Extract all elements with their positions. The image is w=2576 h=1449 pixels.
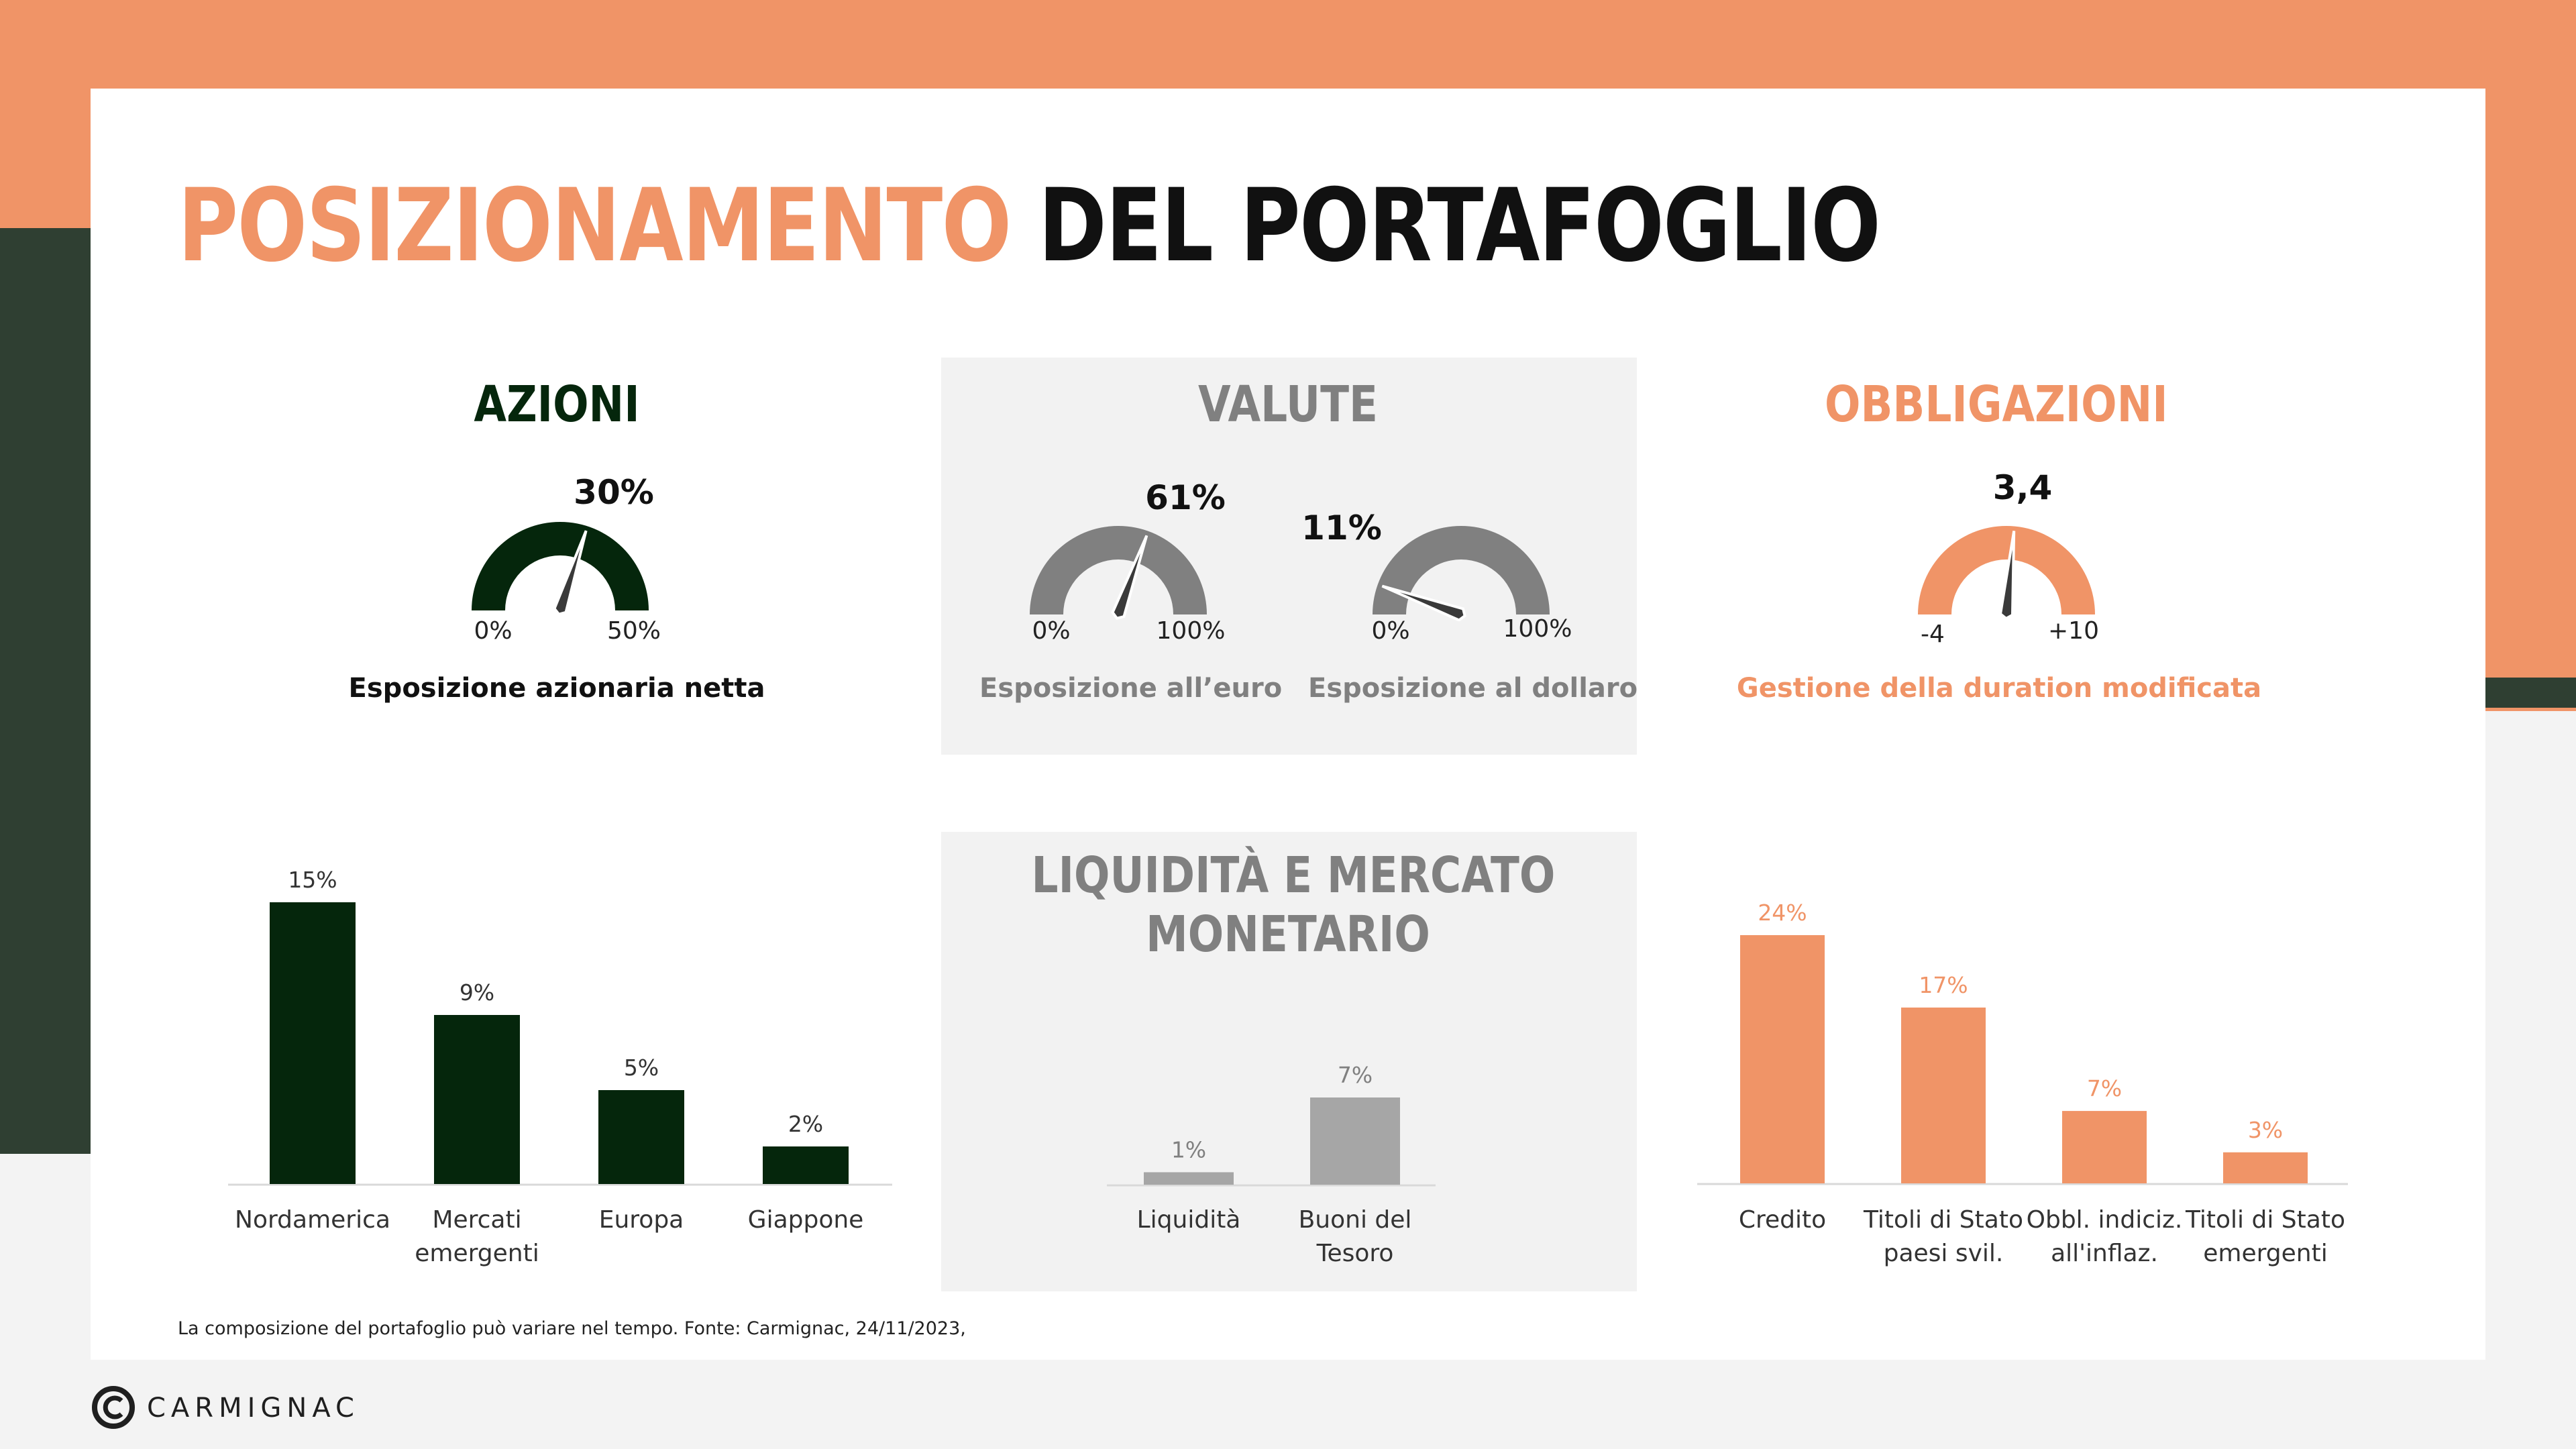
carmignac-logo: CARMIGNAC [91, 1382, 399, 1436]
bar [2062, 1111, 2147, 1183]
category-label: emergenti [2203, 1240, 2327, 1267]
gauge-duration [1918, 526, 2095, 621]
gauge-arc [1918, 526, 2095, 614]
bar [1740, 935, 1825, 1183]
valute-title: VALUTE [1198, 376, 1378, 433]
bar [270, 902, 356, 1184]
data-label: 2% [788, 1111, 823, 1137]
category-label: Buoni del [1299, 1206, 1412, 1234]
gauge-dollaro-value: 11% [1301, 508, 1382, 547]
gauge-euro-min: 0% [1032, 617, 1071, 645]
gauge-arc [472, 522, 649, 610]
gauge-dollaro-min: 0% [1371, 617, 1410, 645]
data-label: 15% [288, 867, 337, 893]
category-label: Titoli di Stato [2185, 1206, 2345, 1234]
gauge-duration-value: 3,4 [1992, 468, 2053, 507]
category-label: all'inflaz. [2051, 1240, 2158, 1267]
obbligazioni-title: OBBLIGAZIONI [1825, 376, 2168, 433]
gauge-azioni-value: 30% [574, 473, 654, 512]
category-label: Giappone [748, 1206, 864, 1234]
azioni-title: AZIONI [474, 376, 640, 433]
liquidita-bar-chart: 1% Liquidità 7% Buoni del Tesoro [1107, 1062, 1436, 1267]
gauge-azioni-max: 50% [606, 617, 661, 645]
category-label: paesi svil. [1884, 1240, 2004, 1267]
logo-text: CARMIGNAC [147, 1393, 360, 1424]
gauge-needle [1998, 531, 2016, 621]
gauge-arc [1373, 526, 1550, 614]
background-green-shape-right [2482, 678, 2576, 708]
gauge-euro-max: 100% [1156, 617, 1226, 645]
category-label: Europa [599, 1206, 684, 1234]
category-label: Obbl. indiciz. [2027, 1206, 2183, 1234]
gauge-needle [1381, 584, 1466, 621]
liquidita-title-line1: LIQUIDITÀ E MERCATO [1031, 847, 1556, 904]
category-label: Titoli di Stato [1863, 1206, 2023, 1234]
data-label: 17% [1919, 972, 1968, 998]
data-label: 1% [1171, 1136, 1206, 1163]
page-title: POSIZIONAMENTO DEL PORTAFOGLIO [178, 168, 1881, 284]
category-label: Credito [1739, 1206, 1826, 1234]
bar [434, 1015, 520, 1184]
footnote: La composizione del portafoglio può vari… [178, 1318, 966, 1339]
bar [598, 1090, 684, 1184]
bar [763, 1146, 849, 1184]
bar [1144, 1172, 1234, 1185]
obbligazioni-bar-chart: 24% Credito 17% Titoli di Stato paesi svil. 7… [1697, 900, 2348, 1267]
data-label: 7% [1338, 1062, 1373, 1088]
gauge-dollaro-caption: Esposizione al dollaro [1308, 673, 1638, 704]
gauge-azioni-caption: Esposizione azionaria netta [348, 673, 765, 704]
background-green-shape [0, 228, 94, 1154]
title-highlight: POSIZIONAMENTO [178, 168, 1012, 284]
gauge-duration-min: -4 [1921, 621, 1945, 648]
gauge-dollaro-max: 100% [1503, 615, 1572, 643]
category-label: Mercati [432, 1206, 521, 1234]
azioni-bar-chart: 15% Nordamerica 9% Mercati emergenti 5% Europa… [228, 867, 892, 1267]
gauge-euro [1030, 526, 1207, 620]
gauge-needle [553, 530, 588, 616]
bar [1901, 1007, 1986, 1183]
gauge-euro-caption: Esposizione all’euro [979, 673, 1283, 704]
title-rest: DEL PORTAFOGLIO [1038, 168, 1881, 284]
bar [1310, 1097, 1400, 1185]
data-label: 5% [624, 1055, 659, 1081]
bar [2223, 1152, 2308, 1183]
category-label: Nordamerica [235, 1206, 390, 1234]
data-label: 3% [2248, 1117, 2283, 1143]
data-label: 7% [2087, 1075, 2122, 1102]
carmignac-logo-mark [92, 1386, 135, 1429]
gauge-dollaro [1373, 526, 1550, 621]
category-label: Liquidità [1137, 1206, 1241, 1234]
data-label: 9% [460, 979, 494, 1006]
gauge-duration-caption: Gestione della duration modificata [1736, 673, 2262, 704]
gauge-azioni [472, 522, 649, 616]
data-label: 24% [1758, 900, 1807, 926]
gauge-arc [1030, 526, 1207, 614]
gauge-euro-value: 61% [1145, 478, 1226, 517]
category-label: Tesoro [1316, 1240, 1394, 1267]
gauge-duration-max: +10 [2048, 617, 2099, 645]
liquidita-title-line2: MONETARIO [1146, 906, 1430, 963]
category-label: emergenti [415, 1240, 539, 1267]
liquidita-panel [941, 832, 1637, 1291]
gauge-azioni-min: 0% [474, 617, 513, 645]
gauge-needle [1111, 535, 1148, 620]
